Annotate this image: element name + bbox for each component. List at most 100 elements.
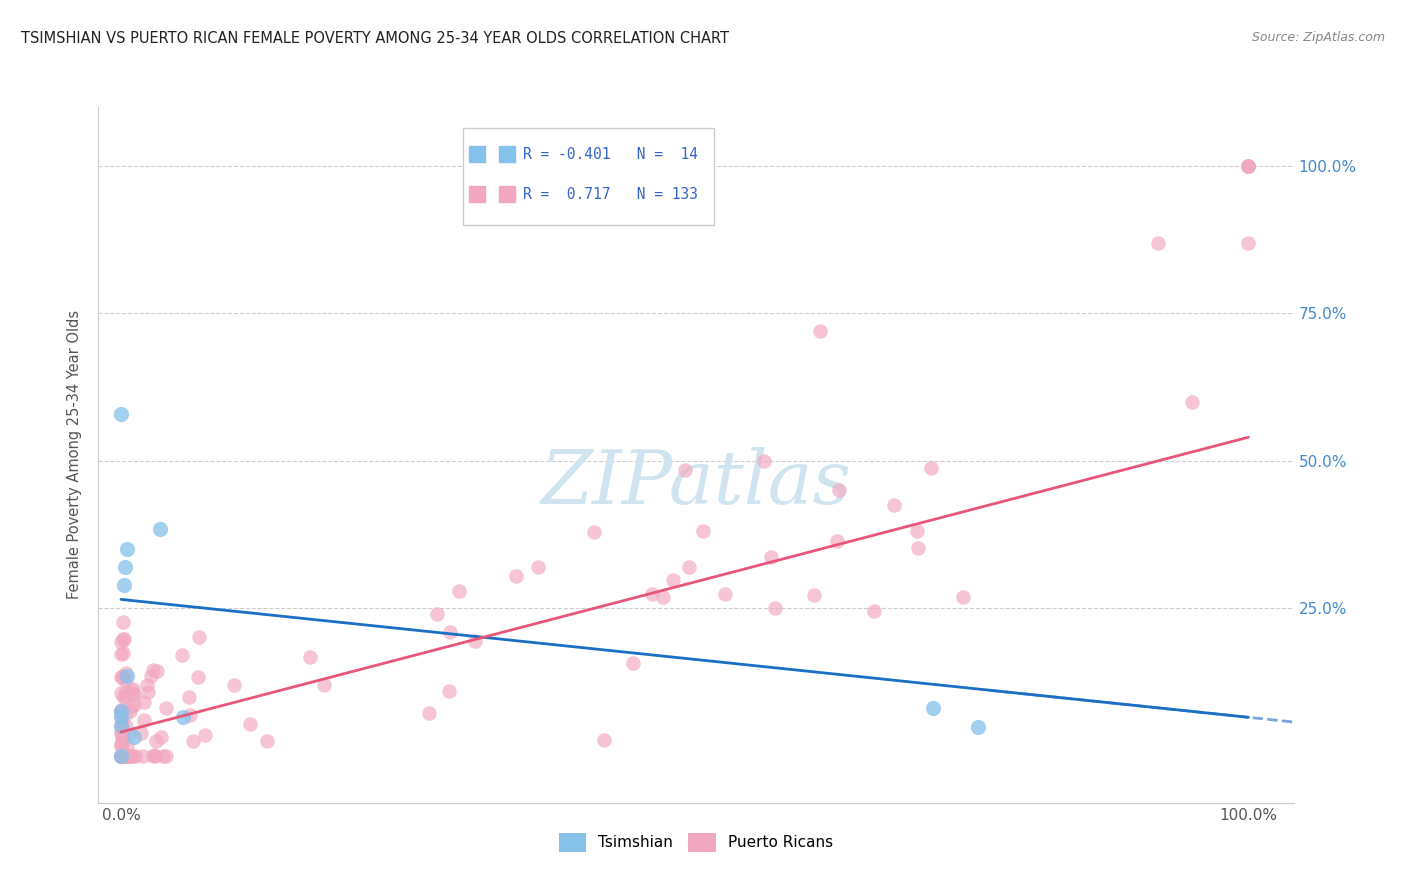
Point	[110, 748, 132, 763]
Point	[662, 573, 685, 587]
Point	[110, 635, 132, 649]
Point	[449, 583, 471, 598]
Point	[111, 748, 134, 763]
Point	[256, 734, 278, 748]
Point	[129, 726, 152, 740]
Point	[673, 463, 696, 477]
Point	[239, 716, 262, 731]
Point	[825, 534, 848, 549]
Point	[187, 670, 209, 684]
Point	[114, 685, 136, 699]
Point	[827, 483, 849, 497]
Point	[120, 699, 142, 714]
Text: R =  0.717   N = 133: R = 0.717 N = 133	[523, 186, 697, 202]
Point	[110, 705, 132, 719]
Point	[651, 590, 673, 604]
Point	[115, 748, 138, 763]
Point	[110, 748, 132, 763]
Point	[110, 407, 132, 421]
Point	[112, 615, 135, 629]
Point	[112, 748, 135, 763]
Point	[114, 673, 136, 687]
Point	[883, 498, 905, 512]
Point	[863, 604, 886, 618]
Point	[1237, 159, 1260, 173]
Point	[145, 733, 167, 747]
Point	[131, 748, 153, 763]
Point	[111, 748, 134, 763]
Point	[905, 524, 928, 538]
Point	[187, 630, 209, 644]
Point	[132, 695, 155, 709]
Point	[122, 681, 145, 696]
Point	[110, 748, 132, 763]
Text: ZIPatlas: ZIPatlas	[540, 447, 852, 519]
Point	[298, 649, 321, 664]
Point	[120, 683, 142, 698]
Point	[808, 324, 831, 338]
Point	[146, 664, 169, 678]
Point	[437, 684, 460, 698]
Point	[122, 748, 145, 763]
Point	[142, 663, 165, 677]
Point	[139, 669, 162, 683]
Point	[678, 560, 700, 574]
Point	[177, 690, 200, 704]
Point	[222, 678, 245, 692]
Point	[112, 689, 135, 703]
Point	[110, 705, 132, 719]
Point	[112, 577, 135, 591]
Point	[114, 707, 136, 722]
Point	[527, 560, 550, 574]
Point	[111, 748, 134, 763]
Point	[117, 748, 139, 763]
Point	[907, 541, 929, 555]
Point	[111, 669, 134, 683]
Point	[1237, 159, 1260, 173]
Point	[124, 748, 146, 763]
Point	[110, 718, 132, 732]
Text: TSIMSHIAN VS PUERTO RICAN FEMALE POVERTY AMONG 25-34 YEAR OLDS CORRELATION CHART: TSIMSHIAN VS PUERTO RICAN FEMALE POVERTY…	[21, 31, 730, 46]
Point	[966, 720, 988, 734]
Point	[135, 678, 157, 692]
Point	[110, 686, 132, 700]
Point	[181, 734, 204, 748]
Point	[1147, 235, 1170, 250]
Point	[426, 607, 449, 621]
Point	[110, 748, 132, 763]
Legend: Tsimshian, Puerto Ricans: Tsimshian, Puerto Ricans	[553, 827, 839, 858]
Text: Source: ZipAtlas.com: Source: ZipAtlas.com	[1251, 31, 1385, 45]
Point	[110, 737, 132, 751]
Point	[122, 698, 145, 712]
Point	[921, 461, 943, 475]
Point	[142, 748, 165, 763]
Point	[714, 587, 737, 601]
Point	[117, 748, 139, 763]
Point	[761, 550, 783, 565]
Point	[110, 739, 132, 753]
Point	[111, 632, 134, 646]
Point	[110, 647, 132, 661]
Point	[112, 748, 135, 763]
Point	[152, 748, 174, 763]
Point	[110, 725, 132, 739]
Point	[110, 748, 132, 763]
Point	[641, 587, 664, 601]
Point	[692, 524, 714, 538]
Point	[142, 748, 165, 763]
Point	[110, 710, 132, 724]
Point	[110, 709, 132, 723]
Point	[115, 669, 138, 683]
Point	[117, 727, 139, 741]
Point	[138, 684, 160, 698]
Point	[155, 701, 177, 715]
Point	[110, 719, 132, 733]
Point	[111, 704, 134, 718]
Point	[172, 648, 194, 662]
Point	[921, 701, 943, 715]
Text: R = -0.401   N =  14: R = -0.401 N = 14	[523, 147, 697, 161]
Point	[763, 601, 786, 615]
Point	[122, 687, 145, 701]
Point	[117, 748, 139, 763]
Point	[115, 719, 138, 733]
